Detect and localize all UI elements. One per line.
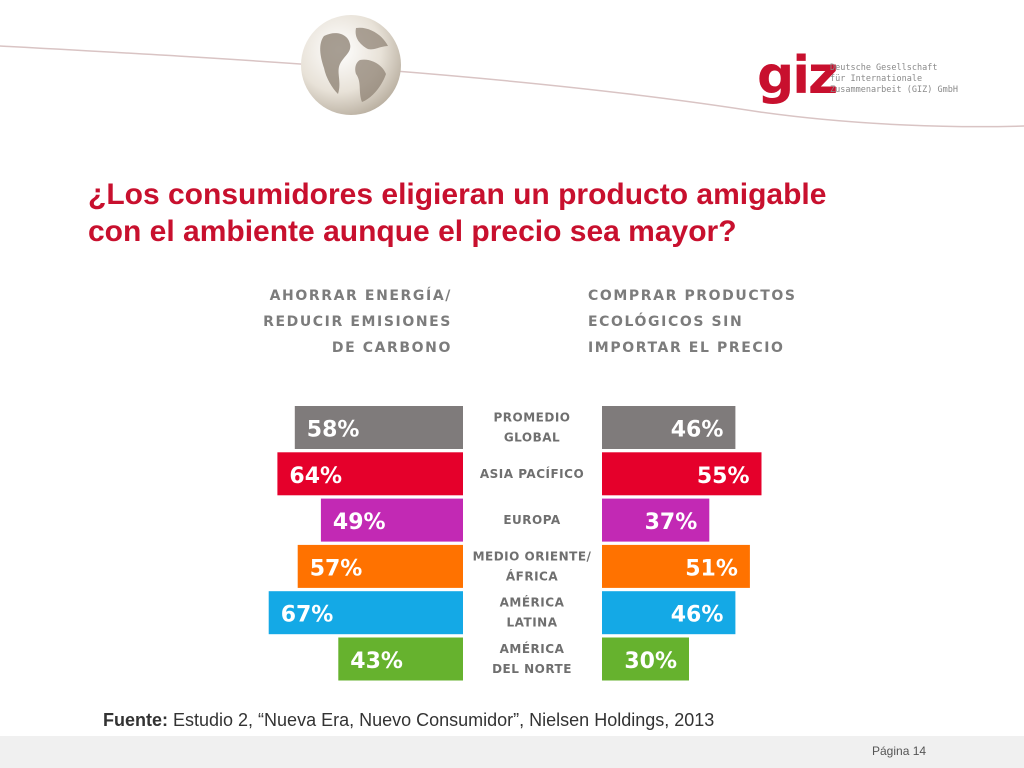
category-label: ÁFRICA <box>506 568 558 583</box>
bar-label-left: 67% <box>281 603 334 628</box>
category-label: EUROPA <box>503 513 561 527</box>
bar-right <box>602 591 736 635</box>
source-text: Estudio 2, “Nueva Era, Nuevo Consumidor”… <box>168 710 715 730</box>
bar-left <box>297 544 463 588</box>
slide-title: ¿Los consumidores eligieran un producto … <box>88 176 968 250</box>
bar-left <box>338 637 463 681</box>
bar-left <box>294 406 463 449</box>
bar-left <box>268 591 463 635</box>
bar-label-right: 46% <box>671 418 724 443</box>
category-label: PROMEDIO <box>493 411 570 425</box>
bar-label-left: 64% <box>289 464 342 489</box>
series-heading-right: COMPRAR PRODUCTOS ECOLÓGICOS SIN IMPORTA… <box>588 283 848 361</box>
bar-right <box>602 637 689 681</box>
bar-right <box>602 452 762 496</box>
giz-logo: giz <box>757 46 838 106</box>
category-label: ASIA PACÍFICO <box>480 466 584 481</box>
category-label: AMÉRICA <box>500 595 565 610</box>
category-label: LATINA <box>507 616 558 630</box>
bar-left <box>320 498 463 542</box>
series-heading-left: AHORRAR ENERGÍA/ REDUCIR EMISIONES DE CA… <box>230 283 452 361</box>
bar-right <box>602 498 710 542</box>
bar-label-right: 51% <box>685 556 738 581</box>
series-heading-line: AHORRAR ENERGÍA/ <box>269 288 452 304</box>
logo-line: Zusammenarbeit (GIZ) GmbH <box>830 85 958 95</box>
bar-right <box>602 406 736 449</box>
bar-label-left: 57% <box>310 556 363 581</box>
header-swoosh <box>0 45 1024 128</box>
bar-label-left: 58% <box>307 418 360 443</box>
category-label: GLOBAL <box>504 431 560 445</box>
category-label: MEDIO ORIENTE/ <box>473 549 592 563</box>
bar-label-right: 46% <box>671 603 724 628</box>
footer-band <box>0 736 1024 768</box>
bar-left <box>277 452 463 496</box>
series-heading-line: IMPORTAR EL PRECIO <box>588 340 785 356</box>
bar-right <box>602 544 750 588</box>
bar-label-right: 37% <box>645 510 698 535</box>
globe-icon <box>301 15 401 115</box>
bar-label-right: 55% <box>697 464 750 489</box>
bar-label-left: 49% <box>333 510 386 535</box>
logo-line: Deutsche Gesellschaft <box>830 63 938 73</box>
title-line-1: ¿Los consumidores eligieran un producto … <box>88 178 827 211</box>
bar-label-left: 43% <box>350 649 403 674</box>
series-heading-line: COMPRAR PRODUCTOS <box>588 288 797 304</box>
source-label: Fuente: <box>103 710 168 730</box>
logo-line: für Internationale <box>830 74 923 84</box>
title-line-2: con el ambiente aunque el precio sea may… <box>88 215 737 248</box>
source-note: Fuente: Estudio 2, “Nueva Era, Nuevo Con… <box>103 710 714 731</box>
series-heading-line: DE CARBONO <box>331 340 452 356</box>
category-label: DEL NORTE <box>492 662 572 676</box>
page-number: Página 14 <box>872 744 927 758</box>
bar-label-right: 30% <box>624 649 677 674</box>
giz-logo-text: Deutsche Gesellschaft für Internationale… <box>830 63 958 96</box>
series-heading-line: REDUCIR EMISIONES <box>263 314 452 330</box>
series-heading-line: ECOLÓGICOS SIN <box>588 314 744 330</box>
category-label: AMÉRICA <box>500 641 565 656</box>
